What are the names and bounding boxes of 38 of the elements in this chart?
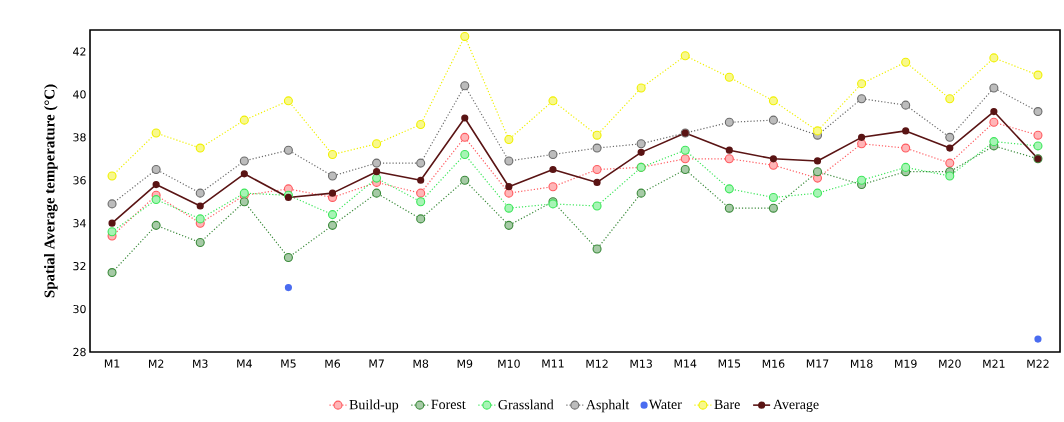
y-axis-title: Spatial Average temperature (°C) bbox=[44, 84, 58, 298]
legend-label: Bare bbox=[714, 399, 740, 410]
legend-label: Grassland bbox=[498, 399, 554, 410]
x-tick-label: M14 bbox=[674, 359, 697, 368]
x-tick-label: M2 bbox=[149, 359, 164, 368]
x-tick-label: M3 bbox=[193, 359, 208, 368]
y-tick-label: 32 bbox=[73, 262, 86, 271]
x-tick-label: M12 bbox=[586, 359, 608, 368]
x-tick-label: M20 bbox=[939, 359, 961, 368]
y-tick-label: 34 bbox=[73, 219, 86, 228]
y-tick-label: 28 bbox=[73, 347, 86, 357]
x-tick-label: M8 bbox=[413, 359, 429, 368]
legend-label: Average bbox=[773, 399, 819, 412]
x-tick-label: M9 bbox=[457, 359, 473, 368]
x-tick-label: M5 bbox=[281, 359, 296, 368]
x-tick-label: M13 bbox=[630, 359, 652, 368]
legend-label: Forest bbox=[431, 399, 466, 410]
y-tick-label: 30 bbox=[73, 304, 86, 314]
y-tick-label: 40 bbox=[73, 90, 86, 99]
x-tick-label: M21 bbox=[983, 359, 1005, 368]
x-tick-label: M18 bbox=[850, 359, 873, 368]
x-tick-label: M15 bbox=[718, 359, 741, 368]
x-tick-label: M7 bbox=[369, 359, 384, 368]
legend-label: Asphalt bbox=[586, 399, 630, 413]
x-tick-label: M11 bbox=[542, 359, 564, 368]
legend-label: Water bbox=[648, 399, 682, 410]
x-tick-label: M17 bbox=[806, 359, 829, 368]
y-tick-label: 38 bbox=[73, 133, 86, 142]
x-tick-label: M22 bbox=[1027, 359, 1049, 368]
x-tick-label: M19 bbox=[895, 359, 917, 368]
legend-label: Build-up bbox=[349, 399, 399, 413]
x-tick-label: M16 bbox=[762, 359, 785, 368]
y-tick-label: 36 bbox=[73, 176, 86, 185]
x-tick-label: M1 bbox=[104, 359, 120, 368]
x-tick-label: M10 bbox=[498, 359, 520, 368]
y-tick-label: 42 bbox=[73, 47, 86, 56]
x-tick-label: M4 bbox=[237, 359, 252, 368]
x-tick-label: M6 bbox=[325, 359, 341, 368]
